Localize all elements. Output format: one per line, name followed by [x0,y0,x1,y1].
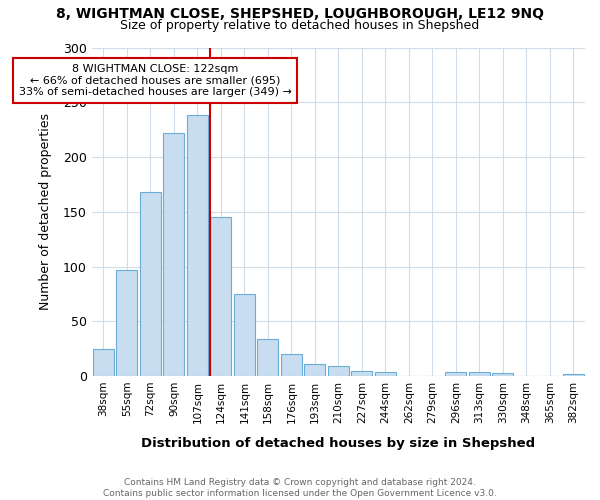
Text: Size of property relative to detached houses in Shepshed: Size of property relative to detached ho… [121,18,479,32]
Bar [116,270,137,376]
Bar [375,372,396,376]
Text: Contains HM Land Registry data © Crown copyright and database right 2024.
Contai: Contains HM Land Registry data © Crown c… [103,478,497,498]
Y-axis label: Number of detached properties: Number of detached properties [39,114,52,310]
Bar [234,294,255,376]
Bar [257,339,278,376]
Bar [328,366,349,376]
Bar [93,348,114,376]
Text: 8 WIGHTMAN CLOSE: 122sqm
← 66% of detached houses are smaller (695)
33% of semi-: 8 WIGHTMAN CLOSE: 122sqm ← 66% of detach… [19,64,292,97]
Bar [210,218,232,376]
X-axis label: Distribution of detached houses by size in Shepshed: Distribution of detached houses by size … [141,437,535,450]
Bar [140,192,161,376]
Bar [445,372,466,376]
Bar [187,116,208,376]
Bar [304,364,325,376]
Bar [469,372,490,376]
Bar [281,354,302,376]
Bar [563,374,584,376]
Bar [351,370,373,376]
Text: 8, WIGHTMAN CLOSE, SHEPSHED, LOUGHBOROUGH, LE12 9NQ: 8, WIGHTMAN CLOSE, SHEPSHED, LOUGHBOROUG… [56,8,544,22]
Bar [163,133,184,376]
Bar [492,373,514,376]
